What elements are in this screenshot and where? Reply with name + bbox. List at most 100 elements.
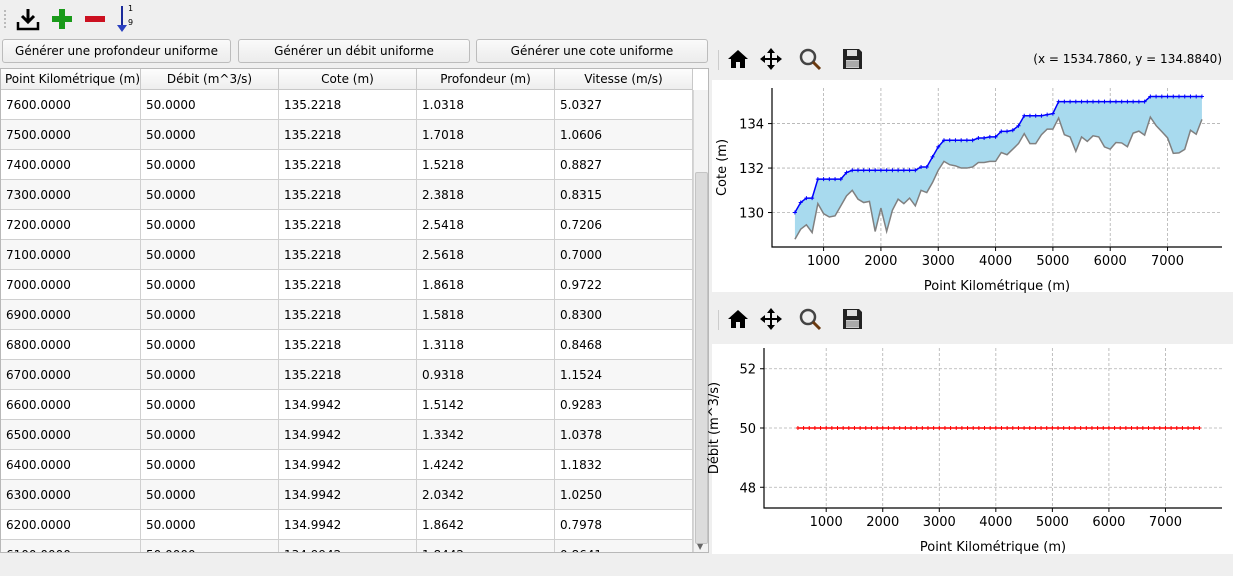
table-cell[interactable]: 0.7000	[555, 240, 693, 270]
table-cell[interactable]: 50.0000	[141, 450, 279, 480]
generate-uniform-level-button[interactable]: Générer une cote uniforme	[476, 39, 708, 63]
generate-uniform-depth-button[interactable]: Générer une profondeur uniforme	[2, 39, 231, 63]
table-row[interactable]: 6500.0000 50.0000 134.9942 1.3342 1.0378	[1, 420, 693, 450]
table-row[interactable]: 6900.0000 50.0000 135.2218 1.5818 0.8300	[1, 300, 693, 330]
table-cell[interactable]: 6800.0000	[1, 330, 141, 360]
table-cell[interactable]: 50.0000	[141, 150, 279, 180]
table-cell[interactable]: 50.0000	[141, 120, 279, 150]
table-cell[interactable]: 50.0000	[141, 270, 279, 300]
table-cell[interactable]: 7200.0000	[1, 210, 141, 240]
table-cell[interactable]: 134.9942	[279, 450, 417, 480]
zoom-icon[interactable]	[798, 307, 822, 331]
table-cell[interactable]: 0.8300	[555, 300, 693, 330]
column-header[interactable]: Vitesse (m/s)	[555, 69, 693, 90]
pan-icon[interactable]	[759, 307, 783, 331]
table-cell[interactable]: 1.5218	[417, 150, 555, 180]
table-cell[interactable]: 0.8315	[555, 180, 693, 210]
table-cell[interactable]: 135.2218	[279, 120, 417, 150]
table-cell[interactable]: 50.0000	[141, 330, 279, 360]
scrollbar-thumb[interactable]	[695, 172, 708, 544]
table-cell[interactable]: 1.8618	[417, 270, 555, 300]
table-cell[interactable]: 0.7206	[555, 210, 693, 240]
table-cell[interactable]: 1.1832	[555, 450, 693, 480]
sort-icon[interactable]: 1 9	[114, 4, 140, 32]
table-cell[interactable]: 50.0000	[141, 360, 279, 390]
table-cell[interactable]: 135.2218	[279, 240, 417, 270]
table-cell[interactable]: 135.2218	[279, 210, 417, 240]
table-cell[interactable]: 2.5418	[417, 210, 555, 240]
table-cell[interactable]: 6200.0000	[1, 510, 141, 540]
table-cell[interactable]: 50.0000	[141, 390, 279, 420]
add-icon[interactable]	[49, 6, 75, 32]
table-row[interactable]: 6700.0000 50.0000 135.2218 0.9318 1.1524	[1, 360, 693, 390]
table-cell[interactable]: 134.9942	[279, 420, 417, 450]
column-header[interactable]: Point Kilométrique (m)	[1, 69, 141, 90]
zoom-icon[interactable]	[798, 47, 822, 71]
table-cell[interactable]: 2.3818	[417, 180, 555, 210]
table-row[interactable]: 7300.0000 50.0000 135.2218 2.3818 0.8315	[1, 180, 693, 210]
table-cell[interactable]: 50.0000	[141, 540, 279, 552]
save-icon[interactable]	[840, 47, 864, 71]
table-cell[interactable]: 50.0000	[141, 210, 279, 240]
table-cell[interactable]: 7100.0000	[1, 240, 141, 270]
table-cell[interactable]: 7500.0000	[1, 120, 141, 150]
table-cell[interactable]: 6900.0000	[1, 300, 141, 330]
download-icon[interactable]	[15, 6, 41, 32]
column-header[interactable]: Débit (m^3/s)	[141, 69, 279, 90]
table-cell[interactable]: 135.2218	[279, 360, 417, 390]
table-cell[interactable]: 1.8642	[417, 510, 555, 540]
table-cell[interactable]: 0.7978	[555, 510, 693, 540]
table-cell[interactable]: 2.0342	[417, 480, 555, 510]
table-cell[interactable]: 1.0318	[417, 90, 555, 120]
scroll-down-arrow-icon[interactable]: ▼	[697, 542, 704, 551]
table-cell[interactable]: 6500.0000	[1, 420, 141, 450]
table-cell[interactable]: 7000.0000	[1, 270, 141, 300]
table-cell[interactable]: 50.0000	[141, 480, 279, 510]
table-cell[interactable]: 1.0250	[555, 480, 693, 510]
table-row[interactable]: 7100.0000 50.0000 135.2218 2.5618 0.7000	[1, 240, 693, 270]
table-row[interactable]: 7500.0000 50.0000 135.2218 1.7018 1.0606	[1, 120, 693, 150]
table-cell[interactable]: 50.0000	[141, 240, 279, 270]
table-cell[interactable]: 135.2218	[279, 270, 417, 300]
table-scrollbar[interactable]: ▼	[693, 90, 708, 552]
remove-icon[interactable]	[82, 6, 108, 32]
table-cell[interactable]: 5.0327	[555, 90, 693, 120]
table-cell[interactable]: 2.5618	[417, 240, 555, 270]
table-cell[interactable]: 1.7018	[417, 120, 555, 150]
table-cell[interactable]: 1.0606	[555, 120, 693, 150]
table-cell[interactable]: 134.9942	[279, 390, 417, 420]
table-cell[interactable]: 1.3118	[417, 330, 555, 360]
table-cell[interactable]: 6700.0000	[1, 360, 141, 390]
column-header[interactable]: Profondeur (m)	[417, 69, 555, 90]
table-cell[interactable]: 0.9318	[417, 360, 555, 390]
table-row[interactable]: 7600.0000 50.0000 135.2218 1.0318 5.0327	[1, 90, 693, 120]
home-icon[interactable]	[726, 307, 750, 331]
column-header[interactable]: Cote (m)	[279, 69, 417, 90]
table-cell[interactable]: 6100.0000	[1, 540, 141, 552]
table-cell[interactable]: 1.1524	[555, 360, 693, 390]
generate-uniform-flow-button[interactable]: Générer un débit uniforme	[238, 39, 470, 63]
table-cell[interactable]: 50.0000	[141, 300, 279, 330]
table-cell[interactable]: 50.0000	[141, 180, 279, 210]
table-cell[interactable]: 7300.0000	[1, 180, 141, 210]
table-row[interactable]: 7200.0000 50.0000 135.2218 2.5418 0.7206	[1, 210, 693, 240]
table-cell[interactable]: 134.9942	[279, 540, 417, 552]
table-cell[interactable]: 135.2218	[279, 150, 417, 180]
home-icon[interactable]	[726, 47, 750, 71]
table-cell[interactable]: 0.8641	[555, 540, 693, 552]
results-table[interactable]: Point Kilométrique (m) Débit (m^3/s) Cote …	[0, 68, 709, 553]
save-icon[interactable]	[840, 307, 864, 331]
table-cell[interactable]: 1.5142	[417, 390, 555, 420]
table-cell[interactable]: 6400.0000	[1, 450, 141, 480]
flow-chart[interactable]	[712, 344, 1233, 554]
table-cell[interactable]: 134.9942	[279, 510, 417, 540]
table-cell[interactable]: 1.0378	[555, 420, 693, 450]
table-row[interactable]: 7000.0000 50.0000 135.2218 1.8618 0.9722	[1, 270, 693, 300]
table-cell[interactable]: 1.5818	[417, 300, 555, 330]
table-cell[interactable]: 135.2218	[279, 300, 417, 330]
table-cell[interactable]: 135.2218	[279, 90, 417, 120]
pan-icon[interactable]	[759, 47, 783, 71]
table-cell[interactable]: 0.9283	[555, 390, 693, 420]
table-row[interactable]: 7400.0000 50.0000 135.2218 1.5218 0.8827	[1, 150, 693, 180]
